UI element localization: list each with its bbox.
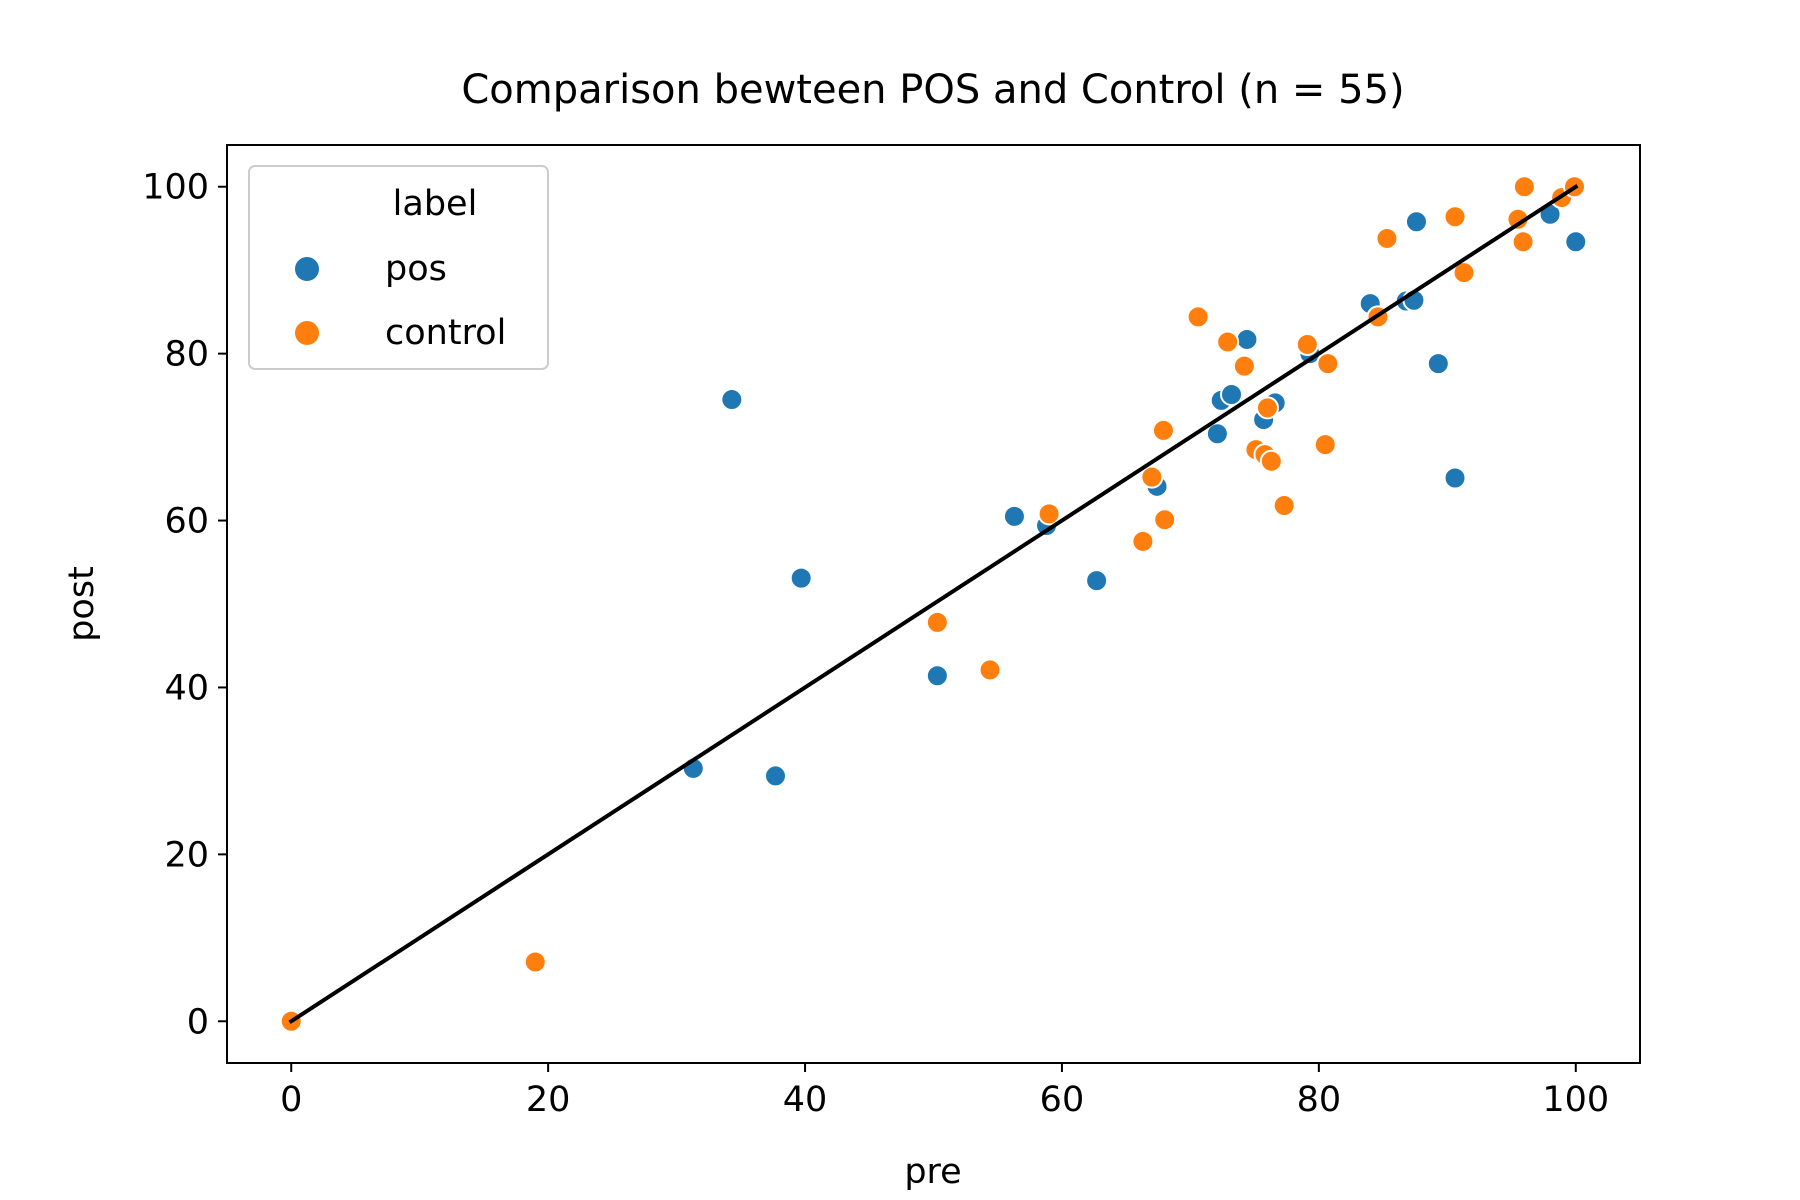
series-pos bbox=[681, 202, 1588, 788]
scatter-point-pos bbox=[764, 764, 788, 788]
y-tick-label: 40 bbox=[164, 668, 209, 708]
scatter-point-control bbox=[1232, 354, 1256, 378]
legend-marker-pos bbox=[293, 255, 321, 283]
scatter-point-control bbox=[1186, 305, 1210, 329]
y-tick-label: 60 bbox=[164, 502, 209, 542]
plot-area bbox=[279, 175, 1588, 1033]
y-tick-label: 100 bbox=[142, 168, 209, 208]
scatter-point-control bbox=[1037, 502, 1061, 526]
x-tick-label: 40 bbox=[783, 1080, 828, 1120]
scatter-point-control bbox=[1316, 352, 1340, 376]
scatter-point-control bbox=[1452, 261, 1476, 285]
chart-title: Comparison bewteen POS and Control (n = … bbox=[461, 67, 1404, 113]
scatter-point-control bbox=[523, 950, 547, 974]
scatter-point-control bbox=[1295, 332, 1319, 356]
scatter-point-control bbox=[1511, 230, 1535, 254]
legend-label-control: control bbox=[385, 313, 506, 353]
scatter-point-pos bbox=[1426, 352, 1450, 376]
scatter-point-pos bbox=[1235, 327, 1259, 351]
scatter-point-pos bbox=[1443, 466, 1467, 490]
legend-marker-control bbox=[293, 319, 321, 347]
x-tick-label: 80 bbox=[1297, 1080, 1342, 1120]
x-tick-label: 60 bbox=[1040, 1080, 1085, 1120]
scatter-point-pos bbox=[789, 566, 813, 590]
x-axis: 0 20 40 60 80 100 bbox=[280, 1063, 1609, 1120]
scatter-point-control bbox=[1151, 418, 1175, 442]
legend-title: label bbox=[393, 184, 478, 224]
scatter-point-control bbox=[1375, 226, 1399, 250]
legend-box bbox=[248, 165, 549, 370]
scatter-point-pos bbox=[1564, 230, 1588, 254]
scatter-point-control bbox=[1259, 449, 1283, 473]
y-axis: 0 20 40 60 80 100 bbox=[142, 168, 227, 1042]
legend: label pos control bbox=[248, 165, 549, 370]
y-tick-label: 0 bbox=[187, 1002, 209, 1042]
axes-frame bbox=[226, 144, 1641, 1064]
scatter-point-control bbox=[925, 610, 949, 634]
series-control bbox=[279, 175, 1586, 1033]
scatter-point-pos bbox=[1002, 504, 1026, 528]
scatter-point-control bbox=[1512, 175, 1536, 199]
scatter-point-control bbox=[1216, 330, 1240, 354]
reference-line bbox=[288, 183, 1579, 1025]
scatter-point-pos bbox=[925, 664, 949, 688]
scatter-point-control bbox=[1443, 205, 1467, 229]
scatter-point-control bbox=[1255, 396, 1279, 420]
scatter-point-control bbox=[1131, 529, 1155, 553]
x-tick-label: 0 bbox=[280, 1080, 302, 1120]
y-tick-label: 80 bbox=[164, 335, 209, 375]
scatter-point-pos bbox=[1404, 210, 1428, 234]
scatter-point-pos bbox=[1085, 569, 1109, 593]
legend-label-pos: pos bbox=[385, 249, 447, 289]
scatter-point-control bbox=[978, 658, 1002, 682]
y-axis-label: post bbox=[62, 566, 102, 642]
scatter-point-pos bbox=[1220, 383, 1244, 407]
scatter-point-control bbox=[1140, 465, 1164, 489]
x-tick-label: 20 bbox=[526, 1080, 571, 1120]
scatter-point-control bbox=[1153, 508, 1177, 532]
scatter-point-pos bbox=[720, 388, 744, 412]
scatter-point-control bbox=[1313, 433, 1337, 457]
x-axis-label: pre bbox=[904, 1152, 961, 1192]
scatter-point-pos bbox=[1205, 422, 1229, 446]
scatter-point-control bbox=[1272, 494, 1296, 518]
x-tick-label: 100 bbox=[1542, 1080, 1609, 1120]
y-tick-label: 20 bbox=[164, 835, 209, 875]
